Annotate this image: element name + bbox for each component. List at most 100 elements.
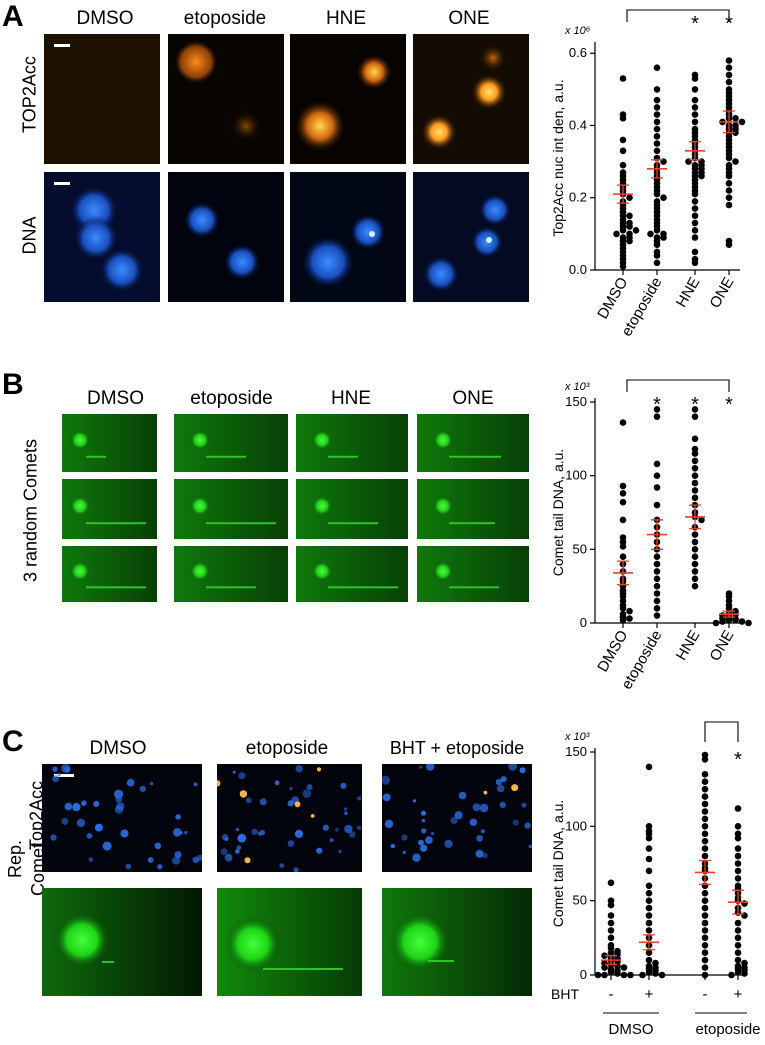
data-point [698, 516, 705, 524]
data-point [619, 516, 627, 524]
y-tick-label: 150 [565, 744, 587, 759]
data-point [653, 125, 661, 133]
data-point [626, 237, 633, 245]
y-tick-label: 50 [573, 541, 587, 556]
data-point [701, 756, 709, 763]
data-point [734, 845, 742, 852]
data-point [645, 855, 653, 863]
data-point [653, 111, 661, 118]
data-point [701, 793, 709, 800]
data-point [701, 897, 709, 904]
data-point [691, 190, 699, 198]
data-point [653, 612, 661, 619]
micrograph-c-top2acc-etoposide [217, 764, 362, 872]
data-point [691, 465, 699, 472]
data-point [601, 952, 608, 959]
data-point [734, 968, 742, 976]
comet-b-tile [417, 479, 529, 539]
y-tick-label: 100 [565, 818, 587, 833]
data-point [653, 190, 661, 198]
data-point [725, 241, 733, 248]
col-label-b-dmso: DMSO [87, 388, 144, 409]
data-point [741, 900, 748, 907]
y-multiplier: x 10³ [564, 731, 590, 743]
y-tick-label: 0.4 [569, 117, 587, 132]
data-point [734, 942, 742, 949]
data-point [691, 494, 699, 502]
data-point [647, 230, 654, 238]
data-point [653, 252, 661, 259]
data-point [725, 172, 733, 180]
data-point [734, 834, 742, 842]
data-point [626, 607, 633, 615]
bht-sign-label: + [734, 986, 743, 1003]
data-point [653, 241, 661, 248]
data-point [701, 971, 709, 979]
comet-c-etoposide [217, 888, 362, 996]
col-label-dmso: DMSO [76, 8, 134, 29]
significance-star: * [691, 394, 699, 416]
data-point [653, 104, 661, 111]
data-point [619, 490, 627, 497]
scatter-chart-b: 0 50 100 150 x 10³ Comet tail DNA, a.u. * * * DMS… [535, 370, 765, 692]
data-point [653, 64, 661, 71]
panel-a-letter: A [2, 0, 24, 33]
scatter-chart-a: 0.0 0.2 0.4 0.6 x 10⁶ Top2Acc nuc int den, a.… [535, 0, 765, 345]
data-point [645, 845, 653, 852]
micrograph-a-dna-one [413, 172, 529, 302]
bht-sign-label: - [703, 986, 708, 1003]
y-tick-label: 0.2 [569, 190, 587, 205]
group-label-etoposide: etoposide [695, 1021, 760, 1038]
col-label-hne: HNE [325, 8, 367, 29]
data-point [653, 501, 661, 509]
data-point [619, 553, 627, 560]
data-point [691, 575, 699, 583]
data-point [691, 219, 699, 227]
data-point [619, 498, 627, 506]
data-point [698, 172, 705, 180]
data-point [614, 970, 621, 977]
data-point [691, 212, 699, 220]
data-point [701, 785, 709, 793]
data-point [607, 912, 615, 919]
data-point [725, 64, 733, 71]
significance-star: * [691, 13, 699, 35]
data-point [653, 472, 661, 479]
data-point [594, 971, 602, 979]
col-label-etoposide: etoposide [183, 8, 267, 29]
data-point [626, 212, 633, 220]
data-point [725, 201, 733, 209]
data-point [619, 136, 627, 144]
data-point [691, 582, 699, 590]
data-point [660, 234, 667, 241]
data-point [725, 616, 733, 624]
y-tick-label: 100 [565, 468, 587, 483]
data-point [701, 889, 709, 897]
data-point [645, 867, 653, 875]
data-point [619, 227, 627, 234]
data-point [691, 568, 699, 575]
scatter-chart-c: 0 50 100 150 x 10³ Comet tail DNA, a.u. * - + - + B… [535, 718, 765, 1040]
data-point [645, 897, 653, 904]
y-tick-label: 50 [573, 893, 587, 908]
data-point [728, 971, 735, 979]
data-point [660, 194, 667, 201]
x-category-label: HNE [673, 275, 704, 311]
panel-b-letter: B [2, 368, 24, 401]
x-category-label: ONE [706, 628, 737, 665]
data-point [653, 568, 661, 575]
comet-b-tile [417, 546, 529, 602]
data-point [745, 619, 752, 627]
data-point [691, 227, 699, 234]
data-point [653, 553, 661, 560]
significance-star: * [725, 394, 733, 416]
micrograph-a-top2acc-hne [290, 34, 406, 164]
data-point [725, 194, 733, 201]
data-point [734, 934, 742, 942]
data-point [658, 971, 666, 979]
y-multiplier: x 10⁶ [564, 25, 591, 37]
data-point [607, 927, 615, 934]
data-point [725, 180, 733, 187]
data-point [734, 860, 742, 867]
